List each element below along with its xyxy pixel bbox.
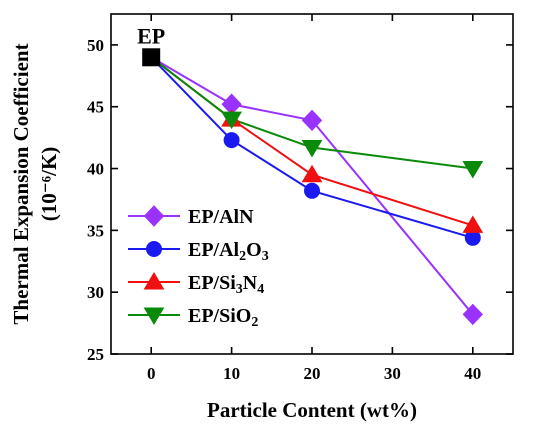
series-3-point-3 xyxy=(462,161,484,179)
plot-marks xyxy=(142,48,484,326)
series-0-point-2 xyxy=(301,109,323,132)
x-tick-label-40: 40 xyxy=(464,364,481,383)
series-line-1 xyxy=(150,56,474,239)
legend-marker-1 xyxy=(146,241,162,257)
y-tick-label-40: 40 xyxy=(87,160,104,179)
ep-annotation: EP xyxy=(137,23,165,48)
y-tick-label-30: 30 xyxy=(87,283,104,302)
axes: 0 10 20 30 40 25 30 35 40 45 50 xyxy=(87,14,513,383)
x-tick-label-30: 30 xyxy=(384,364,401,383)
series-2-point-2 xyxy=(301,164,323,183)
legend-label-1: EP/Al2O3 xyxy=(188,239,269,264)
x-tick-label-10: 10 xyxy=(223,364,240,383)
series-3-point-1 xyxy=(221,111,242,130)
x-axis-title: Particle Content (wt%) xyxy=(207,398,417,422)
legend-marker-2 xyxy=(143,272,165,290)
legend-label-0: EP/AlN xyxy=(188,206,254,228)
series-3-point-2 xyxy=(301,140,323,158)
series-line-0 xyxy=(150,56,474,316)
ep-base-point xyxy=(142,48,161,67)
legend-label-3: EP/SiO2 xyxy=(188,305,258,330)
series-1-point-1 xyxy=(223,132,240,149)
legend-label-2: EP/Si3N4 xyxy=(188,272,264,297)
series-1-point-2 xyxy=(304,182,320,199)
x-tick-label-20: 20 xyxy=(304,364,321,383)
series-2-point-3 xyxy=(462,215,484,233)
y-tick-label-45: 45 xyxy=(87,98,104,117)
x-tick-label-0: 0 xyxy=(147,364,156,383)
legend-marker-0 xyxy=(143,205,165,227)
y-axis-title-line1: Thermal Expansion Coefficient xyxy=(9,43,33,324)
series-line-3 xyxy=(150,56,473,170)
legend-marker-3 xyxy=(143,307,165,325)
y-tick-label-25: 25 xyxy=(87,345,104,364)
y-axis-title-line2: (10⁻⁶/K) xyxy=(37,147,61,222)
y-tick-label-50: 50 xyxy=(87,36,104,55)
y-tick-label-35: 35 xyxy=(87,221,104,240)
series-0-point-3 xyxy=(462,303,483,326)
legend: EP/AlN EP/Al2O3 EP/Si3N4 EP/SiO2 xyxy=(128,205,269,330)
